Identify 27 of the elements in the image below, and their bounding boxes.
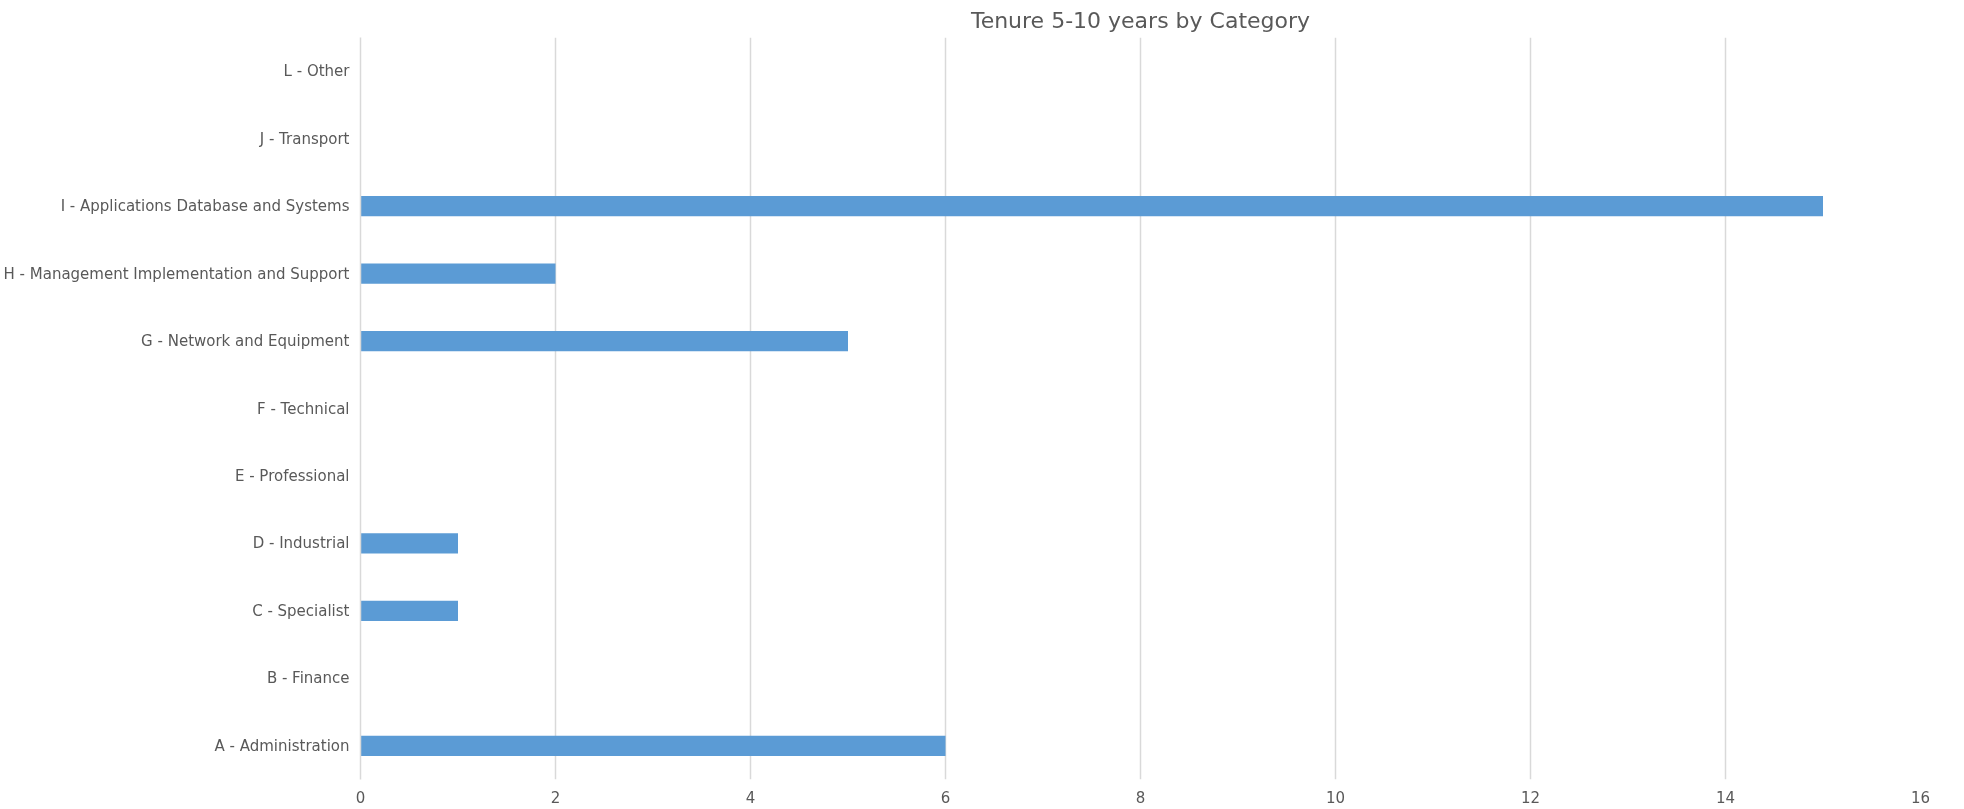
x-tick-label: 10 (1325, 788, 1346, 807)
y-tick-label: A - Administration (214, 736, 350, 755)
x-tick-label: 0 (355, 788, 366, 807)
x-tick-label: 12 (1520, 788, 1541, 807)
y-tick-label: C - Specialist (252, 601, 350, 620)
x-tick-label: 16 (1910, 788, 1931, 807)
y-tick-label: H - Management Implementation and Support (3, 264, 350, 283)
bar (360, 600, 458, 621)
x-tick-label: 4 (745, 788, 756, 807)
bar (360, 263, 556, 284)
bar (360, 330, 848, 352)
y-tick-label: B - Finance (266, 669, 350, 688)
x-tick-label: 14 (1715, 788, 1736, 807)
chart-title: Tenure 5-10 years by Category (969, 7, 1311, 33)
y-tick-label: J - Transport (258, 129, 350, 148)
x-tick-label: 2 (550, 788, 561, 807)
y-tick-label: G - Network and Equipment (141, 332, 350, 351)
bar (360, 533, 458, 554)
y-tick-label: F - Technical (257, 399, 350, 418)
y-tick-label: I - Applications Database and Systems (60, 197, 350, 216)
y-tick-label: L - Other (283, 62, 351, 81)
bar (360, 735, 946, 756)
x-tick-label: 6 (940, 788, 951, 807)
y-tick-label: D - Industrial (252, 534, 350, 553)
bar (360, 196, 1823, 217)
x-tick-label: 8 (1135, 788, 1146, 807)
y-tick-label: E - Professional (234, 466, 350, 485)
